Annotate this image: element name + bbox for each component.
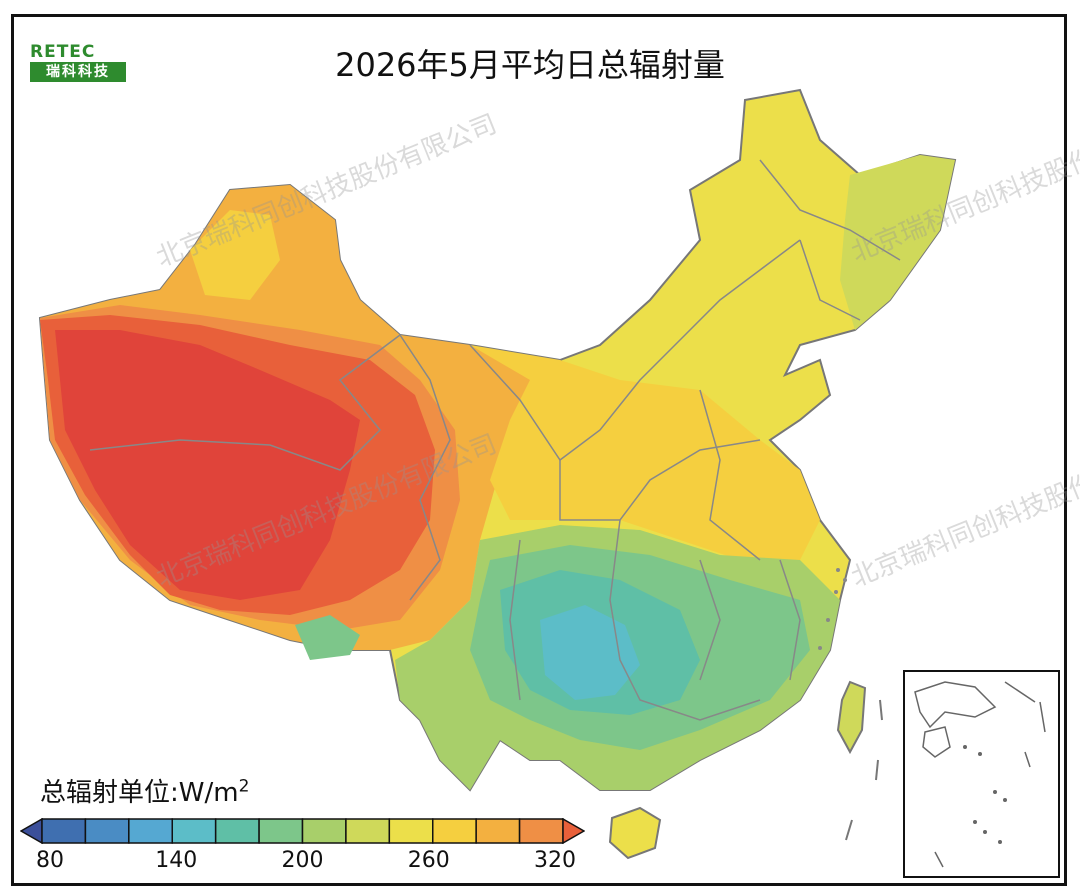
northeast-green-zone bbox=[840, 155, 955, 330]
coastal-islands bbox=[818, 568, 847, 650]
map-title: 2026年5月平均日总辐射量 bbox=[335, 46, 725, 84]
colorbar-tick-label: 200 bbox=[281, 848, 324, 873]
colorbar-segment bbox=[475, 818, 521, 844]
taiwan-island bbox=[836, 680, 867, 755]
tibet-south-green bbox=[295, 615, 360, 660]
colorbar-tick-label: 80 bbox=[36, 848, 64, 873]
legend-unit-label: 总辐射单位:W/m2 bbox=[40, 772, 249, 809]
sea-boundary-dashes bbox=[845, 699, 883, 841]
xinjiang-yellow-spot bbox=[190, 210, 280, 300]
colorbar-segment bbox=[128, 818, 174, 844]
logo-text: 瑞科科技 bbox=[30, 62, 126, 82]
colorbar-min-arrow bbox=[20, 818, 43, 844]
colorbar-tick-label: 320 bbox=[534, 848, 576, 873]
colorbar-segment bbox=[518, 818, 564, 844]
hainan-island bbox=[608, 806, 662, 860]
colorbar-segment bbox=[432, 818, 477, 844]
unit-superscript: 2 bbox=[238, 776, 250, 797]
colorbar-segment bbox=[214, 818, 260, 844]
plateau-red-hot bbox=[55, 330, 360, 600]
south-china-sea-inset bbox=[903, 670, 1060, 878]
colorbar bbox=[20, 818, 585, 844]
colorbar-max-arrow bbox=[562, 818, 585, 844]
inset-map bbox=[914, 681, 1046, 868]
colorbar-segment bbox=[388, 818, 434, 844]
colorbar-segment bbox=[258, 818, 304, 844]
colorbar-segment bbox=[171, 818, 217, 844]
company-logo: RETEC 瑞科科技 bbox=[30, 42, 128, 84]
province-boundaries bbox=[89, 159, 901, 721]
unit-text: 总辐射单位:W/m bbox=[40, 778, 239, 808]
colorbar-segment bbox=[41, 818, 87, 844]
colorbar-segment bbox=[84, 818, 130, 844]
colorbar-tick-label: 260 bbox=[407, 848, 450, 873]
colorbar-tick-label: 140 bbox=[155, 848, 198, 873]
colorbar-segment bbox=[301, 818, 347, 844]
colorbar-segment bbox=[345, 818, 391, 844]
logo-mark: RETEC bbox=[30, 42, 96, 62]
central-yellow-zone bbox=[470, 345, 820, 560]
